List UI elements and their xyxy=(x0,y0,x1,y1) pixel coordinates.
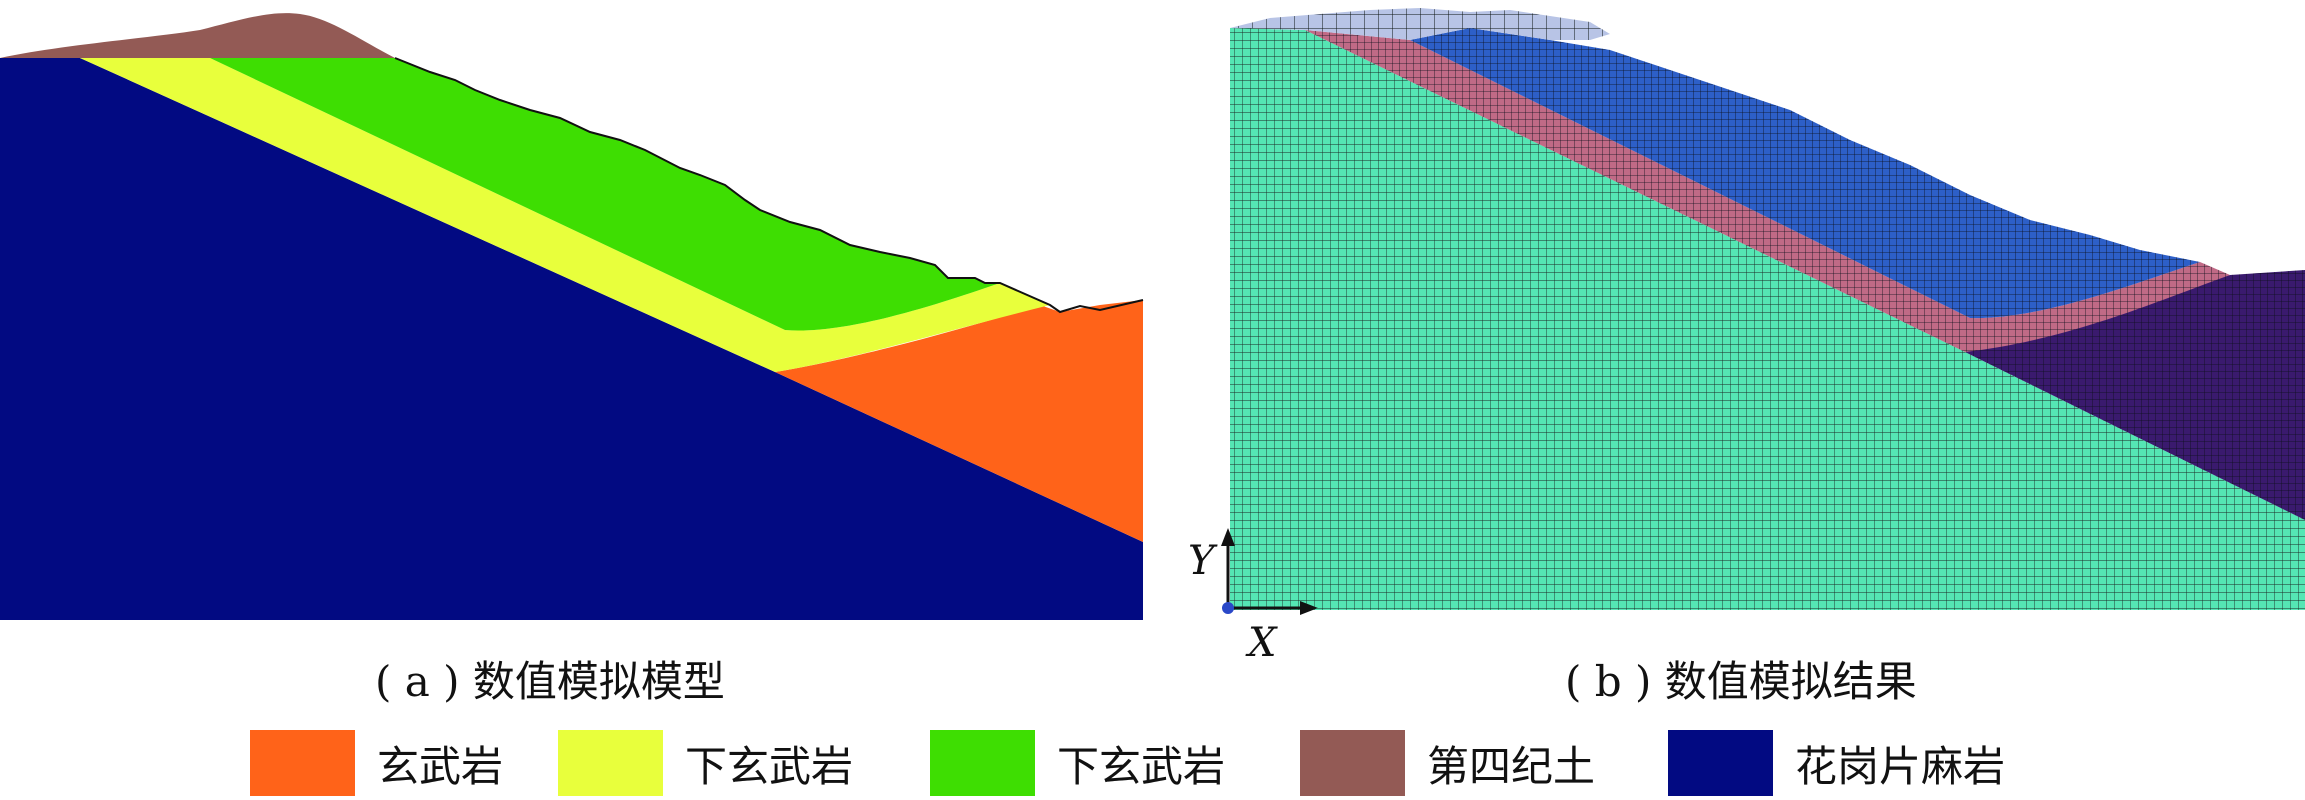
lower-basalt-mesh-lines xyxy=(1305,30,2230,352)
legend-item-quaternary-soil: 第四纪土 xyxy=(1300,730,1595,796)
legend-label: 第四纪土 xyxy=(1427,741,1596,791)
x-axis-arrowhead xyxy=(1300,601,1318,615)
quaternary-soil-layer xyxy=(0,13,395,58)
granite-gneiss-layer xyxy=(0,58,1143,620)
legend-swatch xyxy=(1668,730,1773,796)
lower-basalt-yellow-layer xyxy=(80,58,1050,372)
y-axis-label: Y xyxy=(1188,538,1215,584)
legend-label: 下玄武岩 xyxy=(1057,741,1226,791)
granite-mesh-lines xyxy=(1230,28,2305,610)
y-axis-arrowhead xyxy=(1221,528,1235,546)
model-diagram xyxy=(0,13,1144,620)
legend-item-granite-gneiss: 花岗片麻岩 xyxy=(1668,730,2005,796)
simulation-mesh-diagram xyxy=(1221,8,2305,615)
legend-label: 花岗片麻岩 xyxy=(1795,741,2006,791)
x-axis-label: X xyxy=(1248,620,1277,666)
legend-swatch xyxy=(250,730,355,796)
legend: 玄武岩 下玄武岩 下玄武岩 第四纪土 花岗片麻岩 xyxy=(0,730,2305,800)
quaternary-soil-mesh-lines xyxy=(1230,8,1610,40)
slope-surface-outline xyxy=(394,57,1144,314)
lower-basalt-green-layer xyxy=(210,58,1000,331)
axis-origin xyxy=(1222,602,1234,614)
legend-label: 玄武岩 xyxy=(377,741,504,791)
legend-item-lower-basalt-yellow: 下玄武岩 xyxy=(558,730,853,796)
coordinate-axes xyxy=(1221,528,1318,615)
legend-item-lower-basalt-green: 下玄武岩 xyxy=(930,730,1225,796)
legend-swatch xyxy=(558,730,663,796)
panel-a-caption: ( a ) 数值模拟模型 xyxy=(375,657,725,706)
legend-item-basalt: 玄武岩 xyxy=(250,730,503,796)
basalt-layer xyxy=(775,300,1143,542)
upper-basalt-mesh-lines xyxy=(1410,28,2200,319)
panel-b-caption: ( b ) 数值模拟结果 xyxy=(1565,657,1917,706)
legend-label: 下玄武岩 xyxy=(685,741,854,791)
legend-swatch xyxy=(930,730,1035,796)
legend-swatch xyxy=(1300,730,1405,796)
